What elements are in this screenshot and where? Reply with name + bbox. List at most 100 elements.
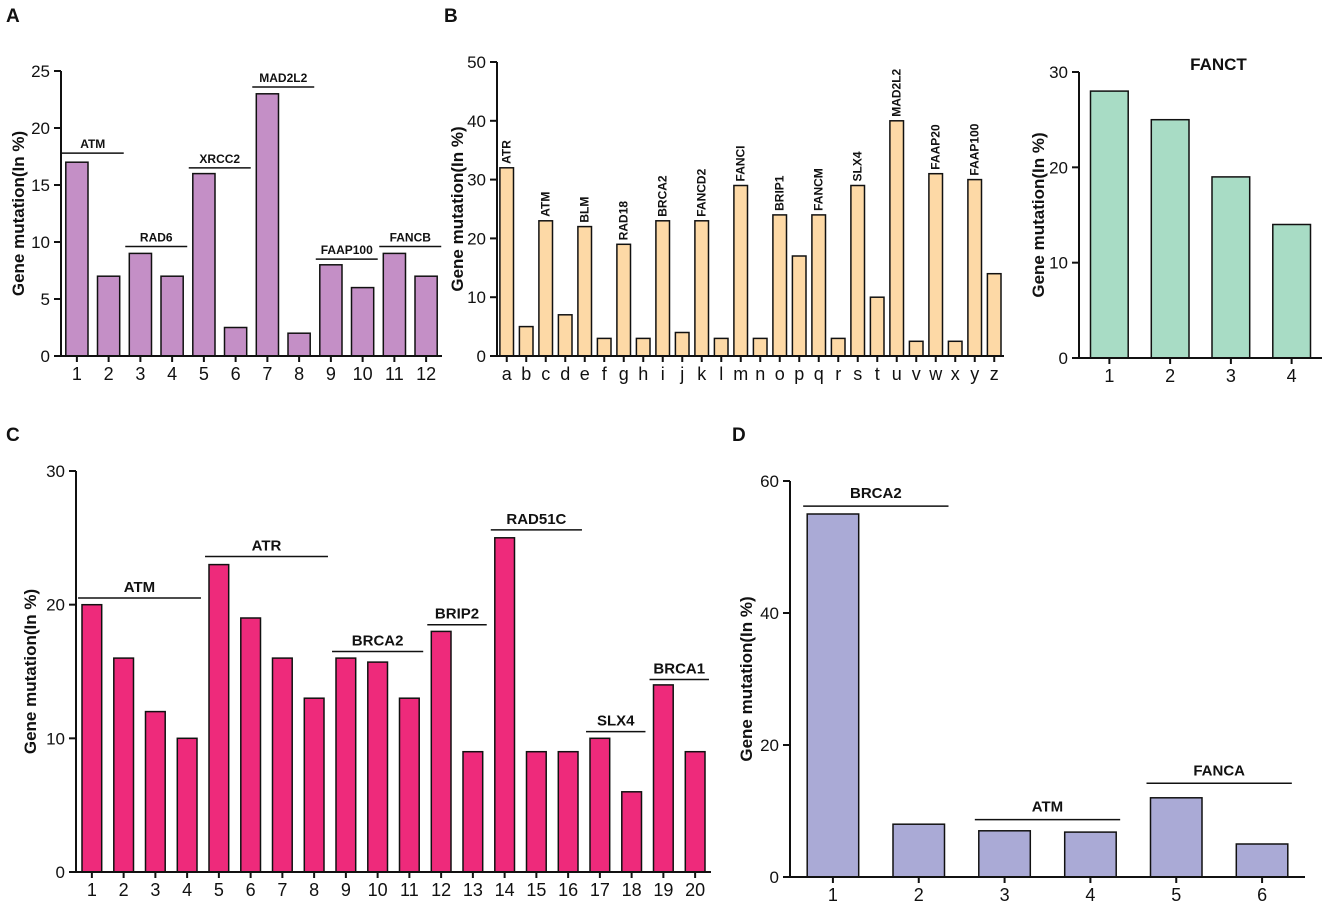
x-tick-label: 1 — [1104, 366, 1114, 386]
bar-a-12 — [414, 275, 438, 357]
x-tick-label: 4 — [1085, 885, 1095, 904]
panel-letter-d: D — [732, 425, 746, 446]
annotation-label: ATM — [124, 579, 155, 596]
x-tick-label: w — [928, 364, 943, 384]
x-tick-label: v — [912, 364, 921, 384]
chart-panel-d: 0 20 40 60 1 2 3 4 5 6 Gene mutation(In %) BRCA2 ATM… — [737, 472, 1305, 904]
bar-b1-v — [908, 340, 924, 357]
bar-c-16 — [557, 750, 579, 873]
bar-gene-label: SLX4 — [851, 151, 865, 181]
x-tick-label: d — [560, 364, 570, 384]
annotation-label: BRCA2 — [352, 632, 404, 649]
bar-c-6 — [240, 617, 262, 873]
x-tick-label: 14 — [495, 880, 515, 900]
x-tick-label: 6 — [1257, 885, 1267, 904]
bar-d-3 — [978, 830, 1032, 878]
y-tick-label: 0 — [56, 863, 65, 882]
x-tick-label: i — [661, 364, 665, 384]
y-tick-label: 0 — [41, 347, 50, 366]
x-tick-label: 3 — [135, 364, 145, 384]
bar-a-1 — [65, 161, 89, 357]
bar-b2-2 — [1150, 118, 1190, 359]
bar-b1-d — [557, 314, 573, 357]
x-tick-label: g — [619, 364, 629, 384]
annotation-label: BRCA1 — [653, 661, 705, 678]
bar-b1-l — [713, 337, 729, 357]
x-tick-label: e — [580, 364, 590, 384]
panel-letter-a: A — [6, 6, 20, 27]
y-tick-label: 20 — [467, 229, 486, 248]
bar-a-6 — [223, 326, 248, 357]
bar-a-11 — [382, 252, 407, 357]
y-axis-label: Gene mutation(In %) — [21, 589, 40, 754]
bar-b1-j — [674, 331, 690, 357]
bar-gene-label: MAD2L2 — [890, 68, 904, 116]
bar-a-5 — [192, 172, 216, 357]
bar-c-2 — [113, 657, 135, 873]
bar-b1-f — [596, 337, 612, 357]
bar-d-2 — [892, 823, 946, 878]
bar-b1-k — [694, 220, 710, 357]
annotation-label: RAD6 — [140, 231, 173, 245]
bar-d-6 — [1235, 843, 1289, 878]
x-tick-label: 7 — [262, 364, 272, 384]
bar-a-2 — [96, 275, 121, 357]
bar-gene-label: FANCM — [812, 168, 826, 211]
annotation-label: BRIP2 — [435, 606, 479, 623]
bar-gene-label: FANCI — [734, 145, 748, 181]
x-tick-label: q — [814, 364, 824, 384]
x-tick-label: m — [733, 364, 748, 384]
x-tick-label: 12 — [416, 364, 436, 384]
x-tick-label: 4 — [1287, 366, 1297, 386]
x-tick-label: 12 — [431, 880, 451, 900]
y-tick-label: 10 — [31, 233, 50, 252]
bar-b1-t — [869, 296, 885, 357]
bar-c-12 — [430, 630, 452, 873]
bar-b1-u — [889, 120, 905, 357]
y-axis-label: Gene mutation(In %) — [448, 126, 467, 291]
bar-c-10 — [367, 661, 389, 873]
x-tick-label: 15 — [526, 880, 546, 900]
annotation-label: BRCA2 — [850, 485, 902, 502]
y-axis-label: Gene mutation(In %) — [9, 131, 28, 296]
annotation-label: ATM — [80, 137, 105, 151]
bar-b1-p — [791, 255, 807, 357]
x-tick-label: 9 — [326, 364, 336, 384]
bar-c-4 — [176, 737, 198, 873]
bar-c-17 — [589, 737, 611, 873]
x-tick-label: 18 — [622, 880, 642, 900]
bar-b1-x — [947, 340, 963, 357]
bar-b1-z — [986, 272, 1002, 357]
x-tick-label: 6 — [231, 364, 241, 384]
bar-a-7 — [255, 93, 280, 357]
x-tick-label: 2 — [1165, 366, 1175, 386]
bar-b1-b — [518, 325, 534, 357]
bar-c-13 — [462, 750, 484, 873]
x-tick-label: 5 — [214, 880, 224, 900]
y-tick-label: 20 — [760, 736, 779, 755]
bar-b1-g — [616, 243, 632, 357]
bar-c-15 — [525, 750, 547, 873]
x-tick-label: n — [755, 364, 765, 384]
x-tick-label: 19 — [653, 880, 673, 900]
bar-b1-y — [967, 178, 983, 357]
bar-b1-o — [772, 214, 788, 357]
bar-d-4 — [1063, 831, 1117, 878]
y-tick-label: 30 — [46, 462, 65, 481]
bar-c-14 — [494, 537, 516, 873]
bar-b1-n — [752, 337, 768, 357]
bar-gene-label: ATR — [500, 140, 514, 164]
y-tick-label: 20 — [1049, 158, 1068, 177]
bar-c-20 — [684, 750, 706, 873]
panel-letter-c: C — [6, 425, 20, 446]
annotation-label: ATM — [1032, 799, 1063, 816]
annotation-label: FANCA — [1193, 762, 1245, 779]
y-tick-label: 60 — [760, 472, 779, 491]
x-tick-label: x — [951, 364, 960, 384]
y-tick-label: 20 — [31, 119, 50, 138]
y-axis-label: Gene mutation(In %) — [737, 596, 756, 761]
bar-gene-label: BLM — [578, 197, 592, 223]
x-tick-label: 20 — [685, 880, 705, 900]
bar-c-19 — [652, 684, 674, 873]
